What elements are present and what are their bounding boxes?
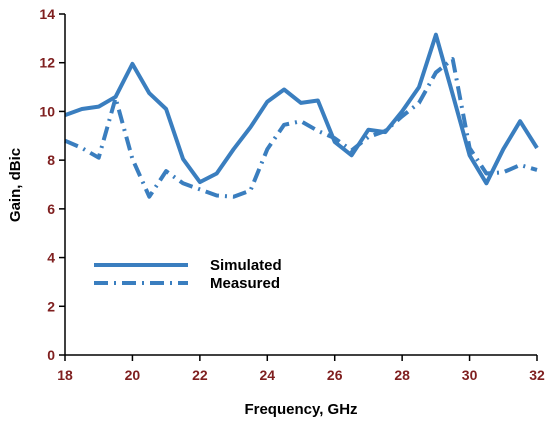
x-tick-label: 18 <box>57 367 73 383</box>
legend: Simulated Measured <box>94 257 282 292</box>
series-line-measured <box>64 57 538 199</box>
y-tick-label: 6 <box>47 201 55 217</box>
y-axis-title: Gain, dBic <box>7 148 24 222</box>
x-tick-label: 28 <box>394 367 410 383</box>
legend-label-simulated: Simulated <box>210 257 282 274</box>
x-tick-label: 30 <box>462 367 478 383</box>
x-tick-label: 22 <box>192 367 208 383</box>
y-tick-label: 2 <box>47 298 55 314</box>
legend-label-measured: Measured <box>210 275 280 292</box>
series-line-simulated <box>64 32 539 186</box>
y-tick-label: 12 <box>39 55 55 71</box>
y-tick-label: 10 <box>39 103 55 119</box>
x-ticks: 18 20 22 24 26 28 30 32 <box>57 355 545 383</box>
y-ticks: 0 2 4 6 8 10 12 14 <box>39 6 65 363</box>
x-tick-label: 26 <box>327 367 343 383</box>
x-tick-label: 24 <box>259 367 275 383</box>
y-tick-label: 0 <box>47 347 55 363</box>
y-tick-label: 8 <box>47 152 55 168</box>
y-tick-label: 14 <box>39 6 55 22</box>
series-layer <box>64 32 539 199</box>
y-tick-label: 4 <box>47 250 55 266</box>
x-tick-label: 20 <box>125 367 141 383</box>
axes-layer <box>64 14 537 356</box>
x-axis-title: Frequency, GHz <box>244 401 357 418</box>
x-tick-label: 32 <box>529 367 545 383</box>
